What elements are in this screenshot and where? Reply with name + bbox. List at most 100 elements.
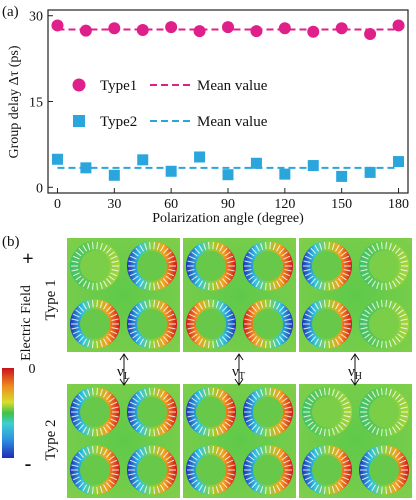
spoke xyxy=(87,282,91,289)
spoke xyxy=(110,313,118,318)
point-type2 xyxy=(307,160,319,172)
spoke xyxy=(367,393,373,400)
spoke xyxy=(265,242,267,250)
spoke xyxy=(156,486,160,493)
spoke xyxy=(165,421,172,427)
spoke xyxy=(87,243,91,250)
spoke xyxy=(156,282,160,289)
spoke xyxy=(392,426,397,434)
spoke xyxy=(310,393,316,400)
spoke xyxy=(360,327,368,330)
spoke xyxy=(153,388,155,396)
spoke xyxy=(215,301,219,308)
spoke xyxy=(99,282,103,289)
spoke xyxy=(227,406,235,409)
spoke xyxy=(87,301,91,308)
spoke xyxy=(319,282,323,289)
point-type1 xyxy=(364,28,377,41)
spoke xyxy=(260,486,264,493)
field-map-tile xyxy=(299,238,412,352)
spoke xyxy=(208,300,210,308)
spoke xyxy=(149,486,151,494)
ring-spokes xyxy=(360,446,408,494)
ring-core xyxy=(312,455,342,485)
spoke xyxy=(156,428,160,435)
spoke xyxy=(364,421,371,427)
spoke xyxy=(110,459,118,464)
spoke xyxy=(191,397,198,403)
spoke xyxy=(400,260,408,263)
resonator-ring xyxy=(70,445,120,495)
spoke xyxy=(251,247,257,254)
spoke xyxy=(304,330,312,335)
spoke xyxy=(132,455,139,461)
spoke xyxy=(153,242,155,250)
resonator-ring xyxy=(243,299,293,349)
spoke xyxy=(255,484,260,492)
spoke xyxy=(338,393,344,400)
spoke xyxy=(314,302,319,310)
point-type1 xyxy=(193,25,206,38)
resonator-ring xyxy=(359,241,409,291)
spoke xyxy=(103,280,108,288)
spoke xyxy=(281,251,288,257)
spoke xyxy=(165,479,172,485)
spoke xyxy=(244,464,252,467)
spoke xyxy=(260,282,264,289)
ring-core xyxy=(312,251,342,281)
legend-mean-label: Mean value xyxy=(197,78,268,94)
resonator-ring xyxy=(70,241,120,291)
spoke xyxy=(328,242,330,250)
point-type1 xyxy=(278,22,291,35)
spoke xyxy=(129,459,137,464)
spoke xyxy=(367,451,373,458)
resonator-ring xyxy=(243,445,293,495)
spoke xyxy=(168,406,176,409)
spoke xyxy=(226,255,234,260)
spoke xyxy=(303,464,311,467)
spoke xyxy=(99,340,103,347)
ring-spokes xyxy=(187,242,235,290)
spoke xyxy=(343,464,351,467)
spoke xyxy=(279,305,285,312)
spoke xyxy=(310,424,316,431)
spoke xyxy=(160,338,165,346)
spoke xyxy=(153,428,155,436)
spoke xyxy=(153,300,155,308)
spoke xyxy=(314,426,319,434)
spoke xyxy=(75,397,82,403)
spoke xyxy=(388,389,392,396)
spoke xyxy=(324,340,326,348)
ring-spokes xyxy=(71,388,119,436)
spoke xyxy=(198,448,203,456)
field-maps xyxy=(67,238,412,498)
ring-core xyxy=(369,455,399,485)
spoke xyxy=(367,278,373,285)
spoke xyxy=(260,389,264,396)
spoke xyxy=(75,333,82,339)
point-type1 xyxy=(51,19,64,32)
spoke xyxy=(367,247,373,254)
spoke xyxy=(276,338,281,346)
spoke xyxy=(128,269,136,272)
spoke xyxy=(376,301,380,308)
spoke xyxy=(103,390,108,398)
spoke xyxy=(245,313,253,318)
spoke xyxy=(328,428,330,436)
spoke xyxy=(168,327,176,330)
point-type2 xyxy=(194,151,206,163)
ring-core xyxy=(253,397,283,427)
spoke xyxy=(361,313,369,318)
spoke xyxy=(168,260,176,263)
spoke xyxy=(187,318,195,321)
spoke xyxy=(324,446,326,454)
spoke xyxy=(99,301,103,308)
spoke xyxy=(392,484,397,492)
spoke xyxy=(139,426,144,434)
ring-core xyxy=(80,397,110,427)
spoke xyxy=(272,340,276,347)
spoke xyxy=(276,302,281,310)
spoke xyxy=(153,486,155,494)
spoke xyxy=(71,415,79,418)
